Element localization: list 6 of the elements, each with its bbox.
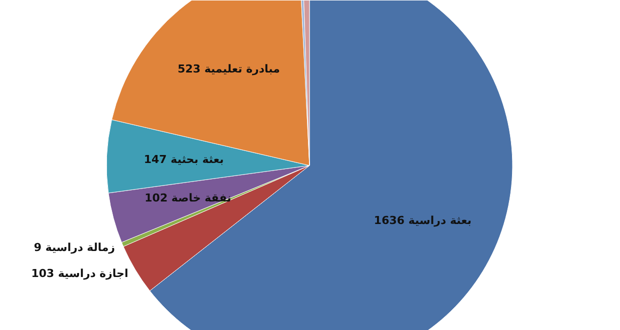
slice-label: اجازة دراسية 103 [31, 267, 128, 280]
slice-label: بعثة دراسية 1636 [374, 214, 472, 228]
slice-label: زمالة دراسية 9 [34, 241, 116, 254]
slice-label: نفقة خاصة 102 [144, 192, 232, 205]
slice-label: مبادرة تعليمية 523 [178, 62, 280, 76]
slice-label: بعثة بحثية 147 [144, 153, 224, 166]
